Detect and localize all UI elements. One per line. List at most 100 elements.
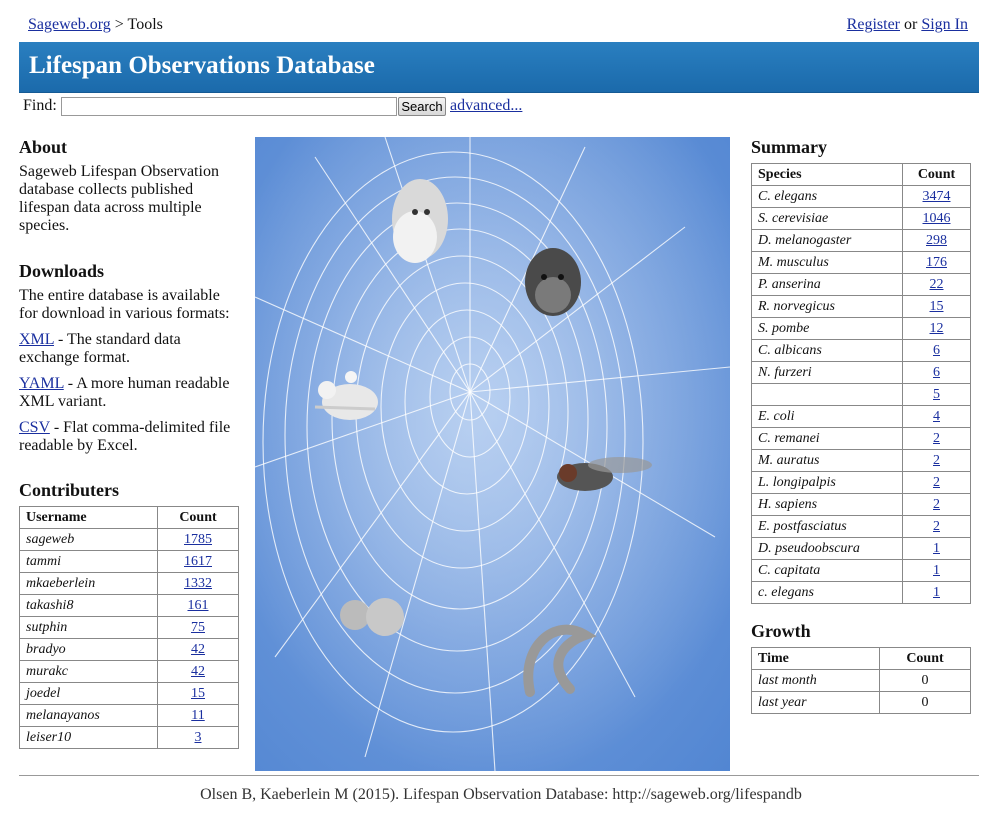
- contributors-table: Username Count sageweb 1785 tammi 1617 mka…: [19, 506, 239, 749]
- count-link[interactable]: 42: [191, 663, 205, 679]
- species-cell: C. elegans: [751, 185, 903, 208]
- count-link[interactable]: 75: [191, 619, 205, 635]
- download-item-xml: XML - The standard data exchange format.: [19, 331, 239, 367]
- count-cell: 4: [902, 405, 971, 428]
- table-row: S. cerevisiae 1046: [751, 207, 971, 230]
- csv-download-link[interactable]: CSV: [19, 419, 50, 436]
- mouse-icon: [314, 371, 378, 420]
- count-link[interactable]: 1332: [184, 575, 212, 591]
- count-link[interactable]: 22: [929, 276, 944, 292]
- count-link[interactable]: 3: [194, 729, 202, 745]
- count-cell: 42: [157, 638, 239, 661]
- hero-image: [255, 137, 730, 771]
- download-desc: - A more human readable XML variant.: [19, 375, 230, 410]
- growth-table: Time Count last month 0 last year 0: [751, 647, 971, 714]
- username-cell: murakc: [19, 660, 158, 683]
- count-link[interactable]: 1785: [184, 531, 212, 547]
- download-item-csv: CSV - Flat comma-delimited file readable…: [19, 419, 239, 455]
- count-link[interactable]: 298: [926, 232, 947, 248]
- yaml-download-link[interactable]: YAML: [19, 375, 64, 392]
- search-input[interactable]: [61, 97, 397, 116]
- yeast-cells-icon: [340, 598, 404, 636]
- search-button[interactable]: Search: [398, 97, 446, 116]
- count-link[interactable]: 2: [933, 452, 940, 468]
- username-column-header: Username: [19, 506, 158, 529]
- table-row: C. capitata 1: [751, 559, 971, 582]
- count-link[interactable]: 1: [933, 562, 940, 578]
- count-cell: 22: [902, 273, 971, 296]
- table-row: P. anserina 22: [751, 273, 971, 296]
- count-link[interactable]: 1: [933, 540, 940, 556]
- count-link[interactable]: 15: [191, 685, 205, 701]
- top-bar: Sageweb.org > Tools Register or Sign In: [28, 16, 968, 36]
- xml-download-link[interactable]: XML: [19, 331, 54, 348]
- count-column-header: Count: [902, 163, 971, 186]
- count-link[interactable]: 2: [933, 430, 940, 446]
- count-cell: 5: [902, 383, 971, 406]
- table-row: M. musculus 176: [751, 251, 971, 274]
- count-link[interactable]: 1617: [184, 553, 212, 569]
- table-row: C. elegans 3474: [751, 185, 971, 208]
- count-link[interactable]: 11: [191, 707, 205, 723]
- downloads-heading: Downloads: [19, 261, 105, 281]
- count-column-header: Count: [879, 647, 971, 670]
- species-cell: M. musculus: [751, 251, 903, 274]
- count-cell: 3: [157, 726, 239, 749]
- table-row: joedel 15: [19, 682, 239, 705]
- count-link[interactable]: 6: [933, 342, 940, 358]
- count-cell: 1046: [902, 207, 971, 230]
- count-link[interactable]: 1046: [922, 210, 951, 226]
- table-row: last year 0: [751, 691, 971, 714]
- count-link[interactable]: 3474: [922, 188, 951, 204]
- table-row: S. pombe 12: [751, 317, 971, 340]
- advanced-search-link[interactable]: advanced...: [450, 97, 523, 114]
- count-column-header: Count: [157, 506, 239, 529]
- footer-citation: Olsen B, Kaeberlein M (2015). Lifespan O…: [200, 786, 802, 803]
- table-row: leiser10 3: [19, 726, 239, 749]
- username-cell: takashi8: [19, 594, 158, 617]
- table-header-row: Time Count: [751, 647, 971, 670]
- signin-link[interactable]: Sign In: [921, 16, 968, 33]
- account-links: Register or Sign In: [847, 16, 968, 34]
- species-cell: C. albicans: [751, 339, 903, 362]
- count-link[interactable]: 1: [933, 584, 940, 600]
- summary-table: Species Count C. elegans 3474 S. cerevisi…: [751, 163, 971, 604]
- download-desc: - Flat comma-delimited file readable by …: [19, 419, 231, 454]
- species-cell: D. pseudoobscura: [751, 537, 903, 560]
- table-row: D. melanogaster 298: [751, 229, 971, 252]
- count-cell: 12: [902, 317, 971, 340]
- count-link[interactable]: 12: [929, 320, 944, 336]
- summary-heading: Summary: [751, 137, 827, 157]
- page-title: Lifespan Observations Database: [29, 52, 375, 79]
- count-link[interactable]: 4: [933, 408, 940, 424]
- count-link[interactable]: 176: [926, 254, 947, 270]
- about-heading: About: [19, 137, 68, 157]
- time-cell: last month: [751, 669, 880, 692]
- count-link[interactable]: 6: [933, 364, 940, 380]
- breadcrumb-home-link[interactable]: Sageweb.org: [28, 16, 111, 33]
- time-cell: last year: [751, 691, 880, 714]
- count-cell: 2: [902, 427, 971, 450]
- register-link[interactable]: Register: [846, 16, 900, 33]
- species-cell: C. remanei: [751, 427, 903, 450]
- count-cell: 298: [902, 229, 971, 252]
- table-row: murakc 42: [19, 660, 239, 683]
- username-cell: joedel: [19, 682, 158, 705]
- table-row: mkaeberlein 1332: [19, 572, 239, 595]
- count-link[interactable]: 5: [933, 386, 940, 402]
- count-link[interactable]: 15: [929, 298, 944, 314]
- username-cell: mkaeberlein: [19, 572, 158, 595]
- species-cell: S. pombe: [751, 317, 903, 340]
- table-row: L. longipalpis 2: [751, 471, 971, 494]
- count-link[interactable]: 42: [191, 641, 205, 657]
- count-cell: 2: [902, 515, 971, 538]
- table-row: D. pseudoobscura 1: [751, 537, 971, 560]
- count-link[interactable]: 2: [933, 474, 940, 490]
- username-cell: leiser10: [19, 726, 158, 749]
- count-link[interactable]: 2: [933, 496, 940, 512]
- table-row: 5: [751, 383, 971, 406]
- species-cell: S. cerevisiae: [751, 207, 903, 230]
- species-cell: H. sapiens: [751, 493, 903, 516]
- count-link[interactable]: 161: [187, 597, 209, 613]
- count-link[interactable]: 2: [933, 518, 940, 534]
